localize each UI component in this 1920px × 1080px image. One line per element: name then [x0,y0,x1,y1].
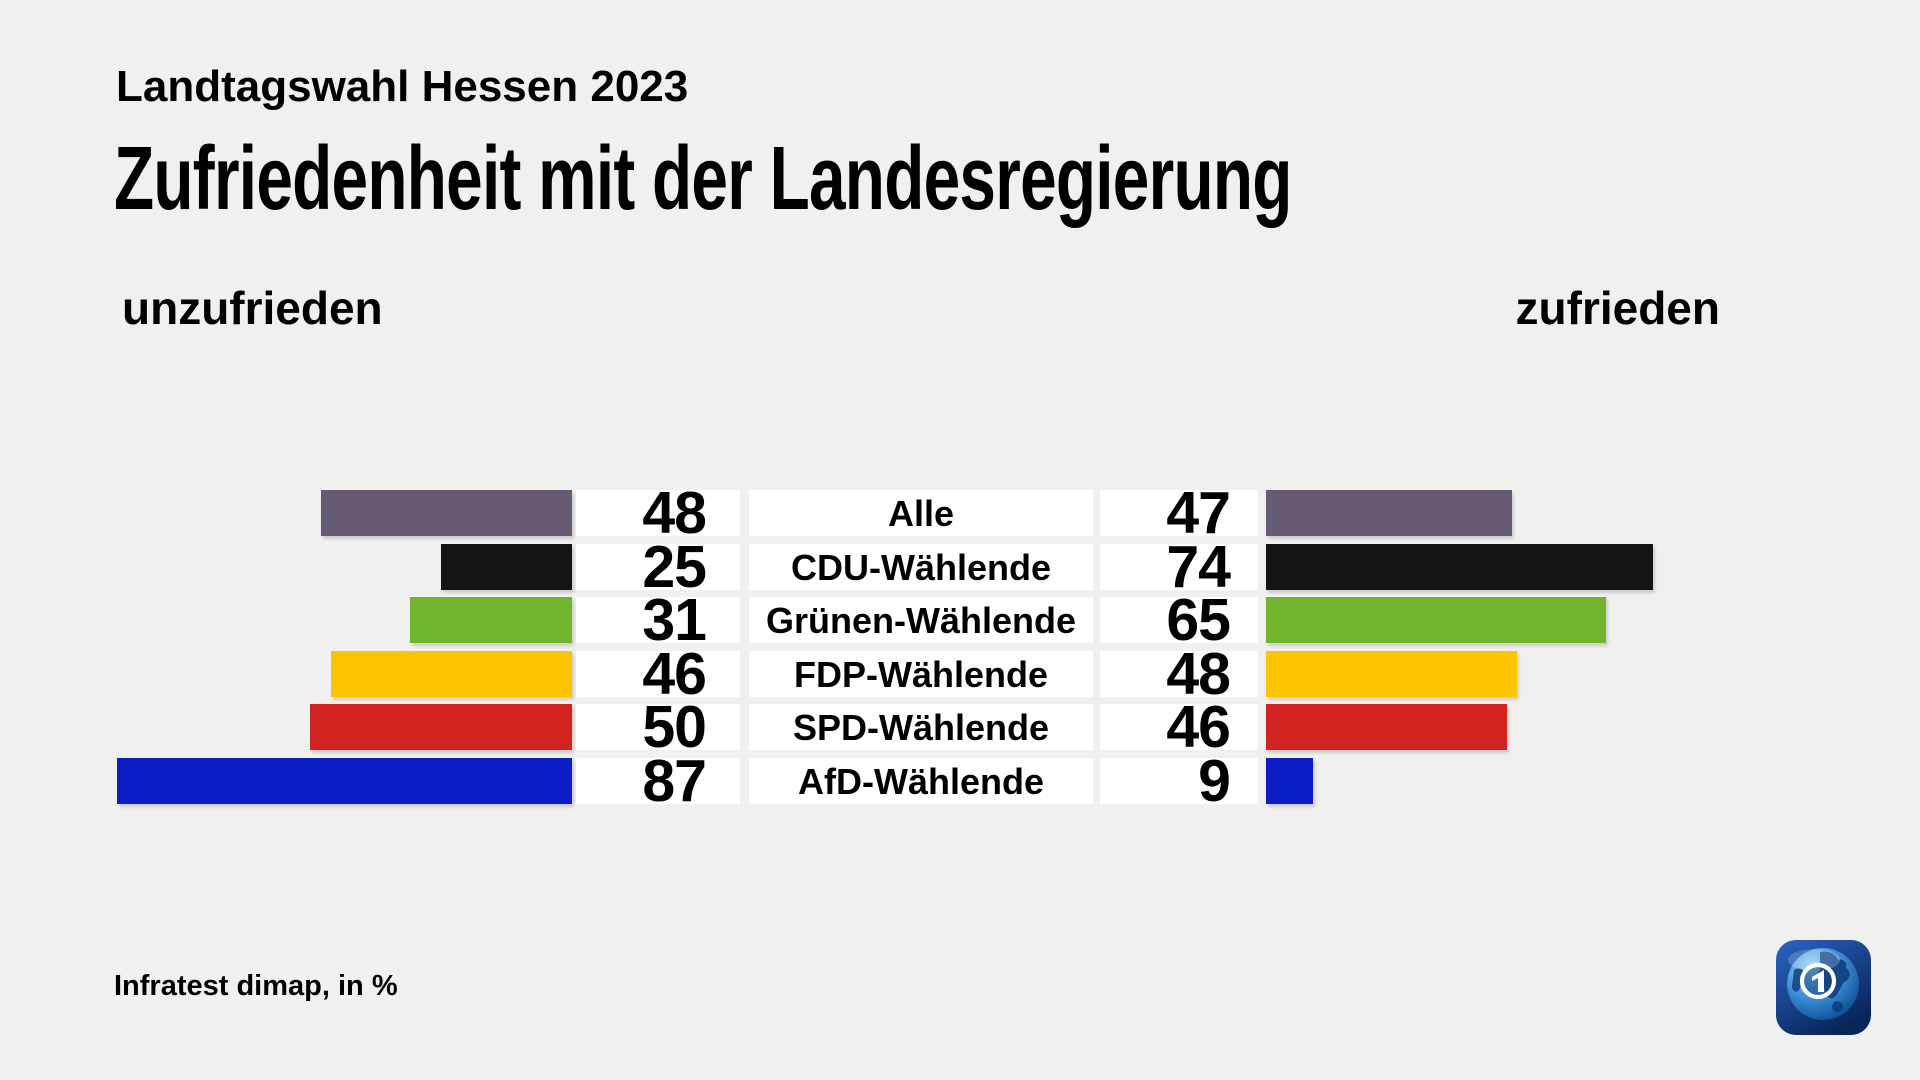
value-zufrieden: 9 [1100,752,1258,811]
bar-unzufrieden [331,651,572,697]
value-unzufrieden: 87 [576,752,740,811]
bar-unzufrieden [310,704,572,750]
axis-label-unzufrieden: unzufrieden [122,282,383,334]
chart-title: Zufriedenheit mit der Landesregierung [114,129,1292,229]
value-unzufrieden: 25 [576,538,740,597]
chart-subtitle: Landtagswahl Hessen 2023 [116,62,689,111]
category-label: Grünen-Wählende [749,597,1093,643]
category-label: CDU-Wählende [749,544,1093,590]
bar-zufrieden [1266,597,1606,643]
value-zufrieden: 47 [1100,484,1258,543]
axis-label-zufrieden: zufrieden [1515,282,1720,334]
chart-row: 87 AfD-Wählende 9 [0,752,1920,811]
category-label: SPD-Wählende [749,704,1093,750]
source-note: Infratest dimap, in % [114,970,398,1002]
value-unzufrieden: 50 [576,698,740,757]
category-label: Alle [749,490,1093,536]
bar-zufrieden [1266,544,1653,590]
chart-row: 46 FDP-Wählende 48 [0,645,1920,704]
bar-zufrieden [1266,651,1517,697]
value-zufrieden: 74 [1100,538,1258,597]
chart-rows: 48 Alle 47 25 CDU-Wählende 74 31 Grünen-… [0,484,1920,820]
chart-row: 50 SPD-Wählende 46 [0,698,1920,757]
value-unzufrieden: 46 [576,645,740,704]
bar-zufrieden [1266,490,1512,536]
bar-zufrieden [1266,758,1313,804]
category-label: AfD-Wählende [749,758,1093,804]
bar-unzufrieden [410,597,572,643]
value-zufrieden: 65 [1100,591,1258,650]
chart-row: 31 Grünen-Wählende 65 [0,591,1920,650]
bar-unzufrieden [321,490,572,536]
bar-unzufrieden [117,758,572,804]
category-label: FDP-Wählende [749,651,1093,697]
value-zufrieden: 48 [1100,645,1258,704]
value-unzufrieden: 31 [576,591,740,650]
chart-row: 25 CDU-Wählende 74 [0,538,1920,597]
value-unzufrieden: 48 [576,484,740,543]
value-zufrieden: 46 [1100,698,1258,757]
bar-unzufrieden [441,544,572,590]
chart-row: 48 Alle 47 [0,484,1920,543]
ard-tagesschau-logo-icon [1776,940,1871,1035]
bar-zufrieden [1266,704,1507,750]
